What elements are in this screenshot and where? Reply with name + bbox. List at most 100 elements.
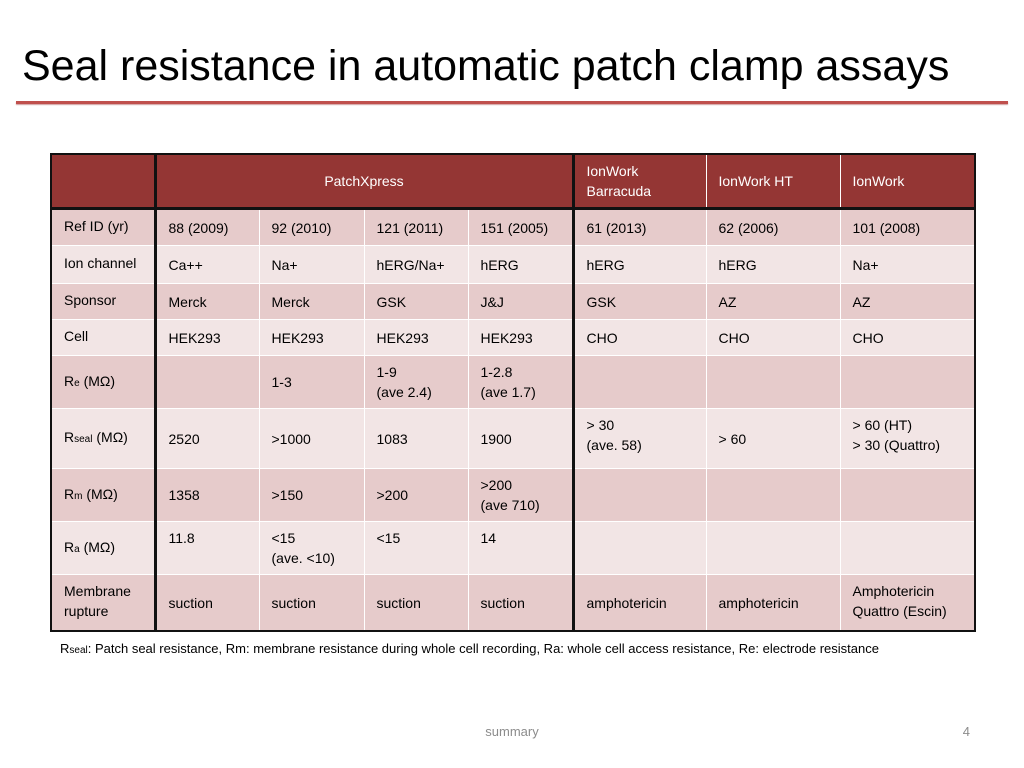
- row-label: Ref ID (yr): [51, 208, 157, 246]
- table-row: Rm (MΩ) 1358 >150 >200 >200 (ave 710): [51, 468, 975, 522]
- table-cell: hERG/Na+: [363, 245, 468, 284]
- table-cell: HEK293: [363, 319, 468, 356]
- table-cell: 88 (2009): [154, 208, 259, 246]
- header-cell-blank: [51, 154, 157, 210]
- table-cell: 1-9 (ave 2.4): [363, 355, 468, 409]
- row-label-main: R: [64, 429, 75, 445]
- table-cell: HEK293: [154, 319, 259, 356]
- table-cell: HEK293: [467, 319, 575, 356]
- page-number: 4: [962, 724, 970, 739]
- table-cell: 61 (2013): [572, 208, 706, 246]
- table-cell: 1-2.8 (ave 1.7): [467, 355, 575, 409]
- row-label-main: Membrane rupture: [64, 583, 131, 619]
- table-cell: <15: [363, 521, 468, 575]
- table-cell: Merck: [154, 283, 259, 320]
- row-label: Cell: [51, 319, 157, 356]
- title-underline: [16, 101, 1008, 104]
- table-cell: 1083: [363, 408, 468, 469]
- table-cell: [572, 521, 706, 575]
- table-cell: Amphotericin Quattro (Escin): [839, 574, 975, 632]
- table-header-row: PatchXpress IonWork Barracuda IonWork HT Io…: [51, 154, 975, 210]
- table-cell: 121 (2011): [363, 208, 468, 246]
- table-cell: Na+: [839, 245, 975, 284]
- table-cell: 92 (2010): [258, 208, 364, 246]
- table-row: Membrane rupture suction suction suction suc…: [51, 574, 975, 632]
- row-label-main: R: [64, 485, 75, 502]
- table-cell: > 60: [705, 408, 840, 469]
- table-cell: [154, 355, 259, 409]
- table-cell: hERG: [705, 245, 840, 284]
- row-label-main: Sponsor: [64, 292, 117, 308]
- table-cell: > 30 (ave. 58): [572, 408, 706, 469]
- table-cell: 1358: [154, 468, 259, 522]
- table-cell: suction: [363, 574, 468, 632]
- row-label-main: R: [64, 372, 75, 389]
- table-cell: CHO: [572, 319, 706, 356]
- patch-clamp-table: PatchXpress IonWork Barracuda IonWork HT Io…: [50, 153, 976, 632]
- table-cell: [705, 521, 840, 575]
- table-cell: >1000: [258, 408, 364, 469]
- table-cell: 62 (2006): [705, 208, 840, 246]
- table-cell: hERG: [572, 245, 706, 284]
- table-cell: > 60 (HT) > 30 (Quattro): [839, 408, 975, 469]
- table-cell: 14: [467, 521, 575, 575]
- table-cell: J&J: [467, 283, 575, 320]
- footnote-prefix: R: [60, 641, 70, 656]
- row-label-subscript: e: [74, 377, 80, 389]
- table-cell: amphotericin: [705, 574, 840, 632]
- table-row: Re (MΩ) 1-3 1-9 (ave 2.4) 1-2.8 (ave 1.7): [51, 355, 975, 409]
- row-label: Re (MΩ): [51, 355, 157, 409]
- table-row: Rseal (MΩ) 2520 >1000 1083 1900 > 30 (ave. 58…: [51, 408, 975, 469]
- table-cell: amphotericin: [572, 574, 706, 632]
- table-cell: >150: [258, 468, 364, 522]
- table-row: Cell HEK293 HEK293 HEK293 HEK293 CHO CHO CHO: [51, 319, 975, 356]
- table-cell: suction: [258, 574, 364, 632]
- table-row: Sponsor Merck Merck GSK J&J GSK AZ AZ: [51, 283, 975, 320]
- header-cell-ionwork-ht: IonWork HT: [705, 154, 840, 210]
- table-cell: [705, 355, 840, 409]
- slide-title: Seal resistance in automatic patch clamp…: [22, 42, 950, 90]
- row-label-unit: (MΩ): [82, 485, 118, 502]
- row-label-unit: (MΩ): [79, 538, 116, 555]
- table-cell: <15 (ave. <10): [258, 521, 364, 575]
- table-cell: 1900: [467, 408, 575, 469]
- table-cell: AZ: [839, 283, 975, 320]
- row-label-main: Ion channel: [64, 255, 137, 271]
- header-cell-ionwork: IonWork: [839, 154, 975, 210]
- table-cell: >200: [363, 468, 468, 522]
- table-cell: 151 (2005): [467, 208, 575, 246]
- header-cell-patchxpress: PatchXpress: [154, 154, 575, 210]
- table-cell: GSK: [363, 283, 468, 320]
- table-cell: 1-3: [258, 355, 364, 409]
- table-cell: HEK293: [258, 319, 364, 356]
- footer-summary: summary: [485, 724, 539, 739]
- table-cell: suction: [154, 574, 259, 632]
- table-cell: [572, 468, 706, 522]
- table-cell: [839, 468, 975, 522]
- table-cell: [705, 468, 840, 522]
- table-row: Ion channel Ca++ Na+ hERG/Na+ hERG hERG hERG Na…: [51, 245, 975, 284]
- table-cell: Na+: [258, 245, 364, 284]
- row-label-unit: (MΩ): [79, 372, 116, 389]
- table-cell: [839, 521, 975, 575]
- row-label: Ion channel: [51, 245, 157, 284]
- row-label-unit: (MΩ): [92, 429, 128, 445]
- table-cell: [572, 355, 706, 409]
- table-cell: 11.8: [154, 521, 259, 575]
- row-label-main: R: [64, 538, 75, 555]
- footnote: Rseal: Patch seal resistance, Rm: membra…: [60, 640, 1000, 660]
- table-cell: [839, 355, 975, 409]
- row-label: Membrane rupture: [51, 574, 157, 632]
- table-cell: suction: [467, 574, 575, 632]
- table-cell: Ca++: [154, 245, 259, 284]
- table-cell: GSK: [572, 283, 706, 320]
- table-cell: Merck: [258, 283, 364, 320]
- table-cell: >200 (ave 710): [467, 468, 575, 522]
- footnote-prefix-sub: seal: [69, 645, 88, 656]
- table-cell: 101 (2008): [839, 208, 975, 246]
- row-label: Sponsor: [51, 283, 157, 320]
- row-label-subscript: m: [74, 490, 83, 502]
- row-label: Rm (MΩ): [51, 468, 157, 522]
- row-label-main: Cell: [64, 328, 89, 344]
- row-label: Rseal (MΩ): [51, 408, 157, 469]
